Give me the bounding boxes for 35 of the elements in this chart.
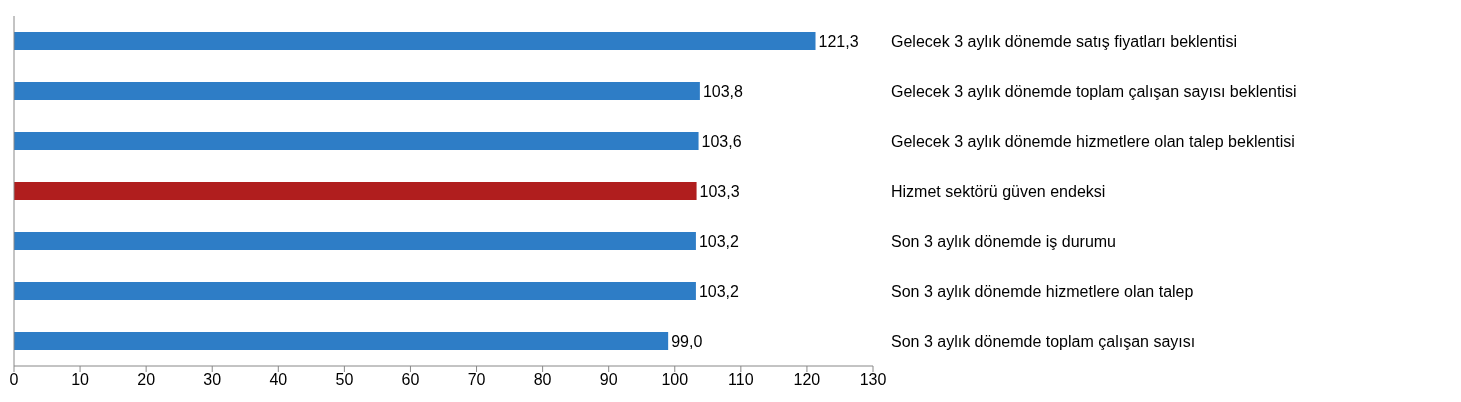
- data-label: 103,8: [702, 82, 744, 100]
- data-label: 103,6: [701, 132, 742, 150]
- bar: [14, 332, 669, 350]
- data-label: 103,2: [698, 232, 740, 250]
- y-tick-label: Gelecek 3 aylık dönemde toplam çalışan sayısı beklentisi: [891, 82, 1297, 100]
- x-tick-label: 0: [9, 371, 19, 389]
- x-tick-label: 110: [728, 371, 754, 389]
- y-tick-label: Gelecek 3 aylık dönemde hizmetlere olan talep beklentisi: [891, 132, 1295, 150]
- y-tick-label: Son 3 aylık dönemde toplam çalışan sayısı: [891, 332, 1196, 350]
- data-label: 103,2: [698, 282, 740, 300]
- bar: [14, 182, 697, 200]
- data-label: 99,0: [671, 332, 703, 350]
- x-tick-label: 60: [401, 371, 420, 389]
- x-tick-label: 50: [335, 371, 354, 389]
- y-tick-label: Hizmet sektörü güven endeksi: [891, 182, 1106, 200]
- data-label: 103,3: [699, 182, 740, 200]
- y-tick-label: Son 3 aylık dönemde hizmetlere olan talep: [891, 282, 1194, 300]
- x-tick-label: 90: [599, 371, 618, 389]
- bar: [14, 132, 699, 150]
- x-tick-label: 40: [269, 371, 288, 389]
- bar: [14, 82, 700, 100]
- x-tick-label: 20: [137, 371, 156, 389]
- data-label: 121,3: [818, 32, 859, 50]
- x-tick-label: 80: [533, 371, 552, 389]
- bar: [14, 282, 696, 300]
- bar: [14, 232, 696, 250]
- x-tick-label: 130: [859, 371, 887, 389]
- x-tick-label: 70: [467, 371, 486, 389]
- y-tick-label: Gelecek 3 aylık dönemde satış fiyatları beklentisi: [891, 32, 1237, 50]
- x-tick-label: 100: [661, 371, 689, 389]
- y-tick-label: Son 3 aylık dönemde iş durumu: [891, 232, 1117, 250]
- x-tick-label: 10: [71, 371, 90, 389]
- x-tick-label: 120: [793, 371, 821, 389]
- bar: [14, 32, 816, 50]
- x-tick-label: 30: [203, 371, 222, 389]
